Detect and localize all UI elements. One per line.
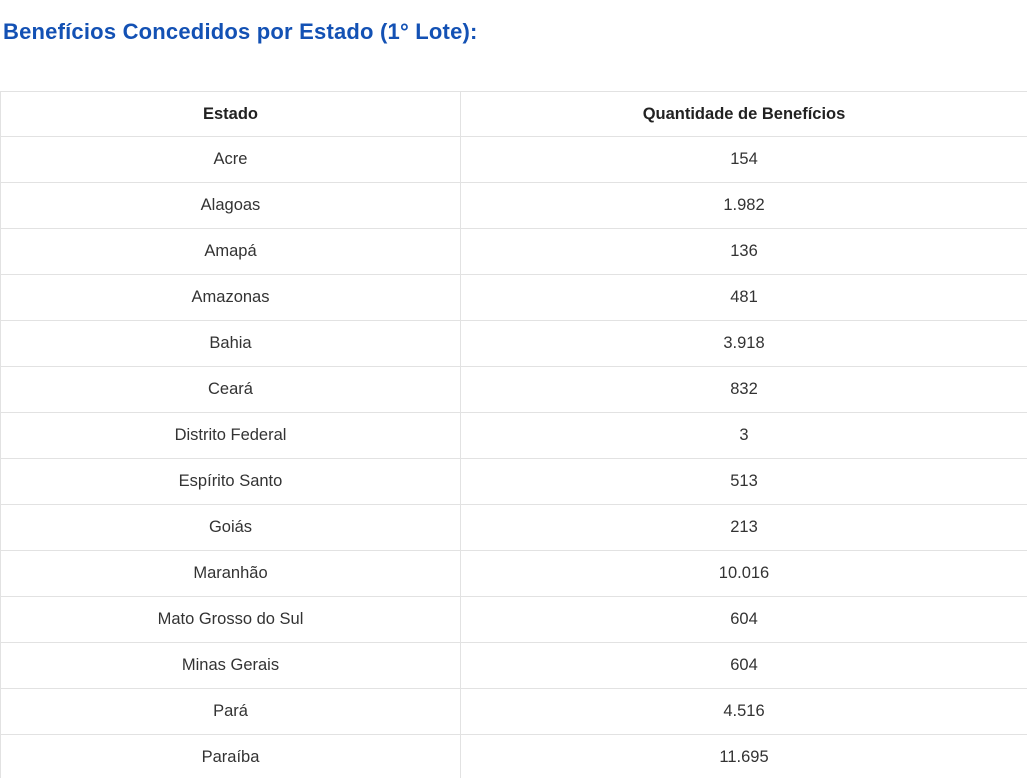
table-row: Ceará 832 xyxy=(0,366,1027,413)
state-cell: Amapá xyxy=(0,228,461,275)
table-body: Acre 154 Alagoas 1.982 Amapá 136 Amazonas 481 Ba… xyxy=(0,136,1027,778)
quantity-cell: 604 xyxy=(460,596,1027,643)
table-row: Acre 154 xyxy=(0,136,1027,183)
state-cell: Alagoas xyxy=(0,182,461,229)
table-row: Amazonas 481 xyxy=(0,274,1027,321)
state-cell: Pará xyxy=(0,688,461,735)
benefits-by-state-table: Estado Quantidade de Benefícios Acre 154 A… xyxy=(0,91,1027,778)
quantity-cell: 4.516 xyxy=(460,688,1027,735)
quantity-cell: 3 xyxy=(460,412,1027,459)
page-title: Benefícios Concedidos por Estado (1° Lot… xyxy=(3,19,478,44)
quantity-cell: 832 xyxy=(460,366,1027,413)
table-row: Bahia 3.918 xyxy=(0,320,1027,367)
state-cell: Bahia xyxy=(0,320,461,367)
table-row: Minas Gerais 604 xyxy=(0,642,1027,689)
quantity-cell: 154 xyxy=(460,136,1027,183)
state-cell: Maranhão xyxy=(0,550,461,597)
table-row: Maranhão 10.016 xyxy=(0,550,1027,597)
column-header-quantidade: Quantidade de Benefícios xyxy=(460,91,1027,137)
quantity-cell: 513 xyxy=(460,458,1027,505)
state-cell: Minas Gerais xyxy=(0,642,461,689)
quantity-cell: 213 xyxy=(460,504,1027,551)
table-header-row: Estado Quantidade de Benefícios xyxy=(0,91,1027,137)
table-row: Paraíba 11.695 xyxy=(0,734,1027,778)
table-row: Amapá 136 xyxy=(0,228,1027,275)
quantity-cell: 10.016 xyxy=(460,550,1027,597)
state-cell: Espírito Santo xyxy=(0,458,461,505)
quantity-cell: 3.918 xyxy=(460,320,1027,367)
state-cell: Amazonas xyxy=(0,274,461,321)
table-row: Goiás 213 xyxy=(0,504,1027,551)
state-cell: Acre xyxy=(0,136,461,183)
table-row: Distrito Federal 3 xyxy=(0,412,1027,459)
table-row: Alagoas 1.982 xyxy=(0,182,1027,229)
column-header-estado: Estado xyxy=(0,91,461,137)
table-row: Espírito Santo 513 xyxy=(0,458,1027,505)
quantity-cell: 604 xyxy=(460,642,1027,689)
state-cell: Goiás xyxy=(0,504,461,551)
quantity-cell: 1.982 xyxy=(460,182,1027,229)
quantity-cell: 136 xyxy=(460,228,1027,275)
table-row: Mato Grosso do Sul 604 xyxy=(0,596,1027,643)
state-cell: Distrito Federal xyxy=(0,412,461,459)
state-cell: Paraíba xyxy=(0,734,461,778)
table-row: Pará 4.516 xyxy=(0,688,1027,735)
quantity-cell: 481 xyxy=(460,274,1027,321)
quantity-cell: 11.695 xyxy=(460,734,1027,778)
state-cell: Ceará xyxy=(0,366,461,413)
state-cell: Mato Grosso do Sul xyxy=(0,596,461,643)
